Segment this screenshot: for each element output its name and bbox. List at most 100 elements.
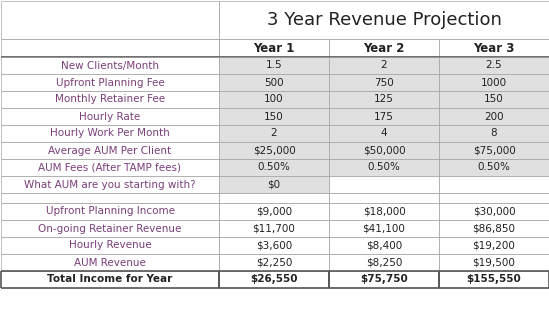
Text: Hourly Revenue: Hourly Revenue (69, 241, 152, 251)
Bar (219, 237, 329, 254)
Bar (1, 142, 219, 159)
Text: $26,550: $26,550 (250, 275, 298, 285)
Bar (1, 159, 219, 176)
Bar (1, 57, 219, 74)
Bar (329, 125, 439, 142)
Bar (1, 220, 219, 237)
Text: 0.50%: 0.50% (257, 163, 290, 173)
Bar (439, 74, 549, 91)
Text: $50,000: $50,000 (363, 145, 405, 155)
Text: $3,600: $3,600 (256, 241, 292, 251)
Text: 0.50%: 0.50% (478, 163, 511, 173)
Text: 1.5: 1.5 (266, 61, 282, 71)
Bar (329, 74, 439, 91)
Text: Total Income for Year: Total Income for Year (47, 275, 172, 285)
Bar (329, 159, 439, 176)
Bar (219, 193, 329, 203)
Bar (329, 220, 439, 237)
Bar (439, 220, 549, 237)
Bar (219, 220, 329, 237)
Text: $30,000: $30,000 (473, 207, 516, 217)
Text: 1000: 1000 (481, 77, 507, 87)
Bar (219, 74, 329, 91)
Bar (219, 1, 549, 39)
Text: What AUM are you starting with?: What AUM are you starting with? (24, 179, 196, 189)
Bar (439, 271, 549, 288)
Bar (439, 176, 549, 193)
Text: $75,750: $75,750 (360, 275, 408, 285)
Bar (329, 91, 439, 108)
Text: 0.50%: 0.50% (368, 163, 400, 173)
Text: $8,250: $8,250 (366, 257, 402, 267)
Bar (439, 193, 549, 203)
Bar (329, 108, 439, 125)
Text: Year 2: Year 2 (363, 41, 405, 55)
Text: 500: 500 (264, 77, 284, 87)
Text: Hourly Rate: Hourly Rate (80, 111, 141, 121)
Text: 750: 750 (374, 77, 394, 87)
Bar (219, 254, 329, 271)
Text: 150: 150 (264, 111, 284, 121)
Bar (439, 57, 549, 74)
Bar (1, 254, 219, 271)
Bar (219, 176, 329, 193)
Text: AUM Fees (After TAMP fees): AUM Fees (After TAMP fees) (38, 163, 182, 173)
Bar (219, 57, 329, 74)
Bar (1, 125, 219, 142)
Text: New Clients/Month: New Clients/Month (61, 61, 159, 71)
Bar (1, 271, 219, 288)
Bar (439, 125, 549, 142)
Bar (329, 57, 439, 74)
Text: Monthly Retainer Fee: Monthly Retainer Fee (55, 95, 165, 105)
Bar (329, 39, 439, 57)
Bar (329, 142, 439, 159)
Bar (439, 159, 549, 176)
Text: $19,200: $19,200 (473, 241, 516, 251)
Text: $19,500: $19,500 (473, 257, 516, 267)
Text: 175: 175 (374, 111, 394, 121)
Text: $8,400: $8,400 (366, 241, 402, 251)
Bar (1, 108, 219, 125)
Bar (439, 108, 549, 125)
Bar (219, 108, 329, 125)
Text: 100: 100 (264, 95, 284, 105)
Bar (219, 159, 329, 176)
Text: $0: $0 (267, 179, 281, 189)
Bar (219, 203, 329, 220)
Text: On-going Retainer Revenue: On-going Retainer Revenue (38, 223, 182, 233)
Bar (219, 91, 329, 108)
Text: $86,850: $86,850 (473, 223, 516, 233)
Text: 2: 2 (271, 129, 277, 139)
Bar (439, 203, 549, 220)
Text: $11,700: $11,700 (253, 223, 295, 233)
Text: 200: 200 (484, 111, 504, 121)
Bar (439, 142, 549, 159)
Text: $75,000: $75,000 (473, 145, 516, 155)
Bar (219, 142, 329, 159)
Bar (219, 125, 329, 142)
Text: $9,000: $9,000 (256, 207, 292, 217)
Bar (439, 39, 549, 57)
Text: AUM Revenue: AUM Revenue (74, 257, 146, 267)
Text: $2,250: $2,250 (256, 257, 292, 267)
Bar (1, 74, 219, 91)
Bar (329, 237, 439, 254)
Text: 3 Year Revenue Projection: 3 Year Revenue Projection (267, 11, 501, 29)
Text: 8: 8 (491, 129, 497, 139)
Bar (219, 271, 329, 288)
Bar (439, 237, 549, 254)
Bar (1, 203, 219, 220)
Text: 2.5: 2.5 (486, 61, 502, 71)
Text: $25,000: $25,000 (253, 145, 295, 155)
Text: 150: 150 (484, 95, 504, 105)
Bar (219, 39, 329, 57)
Text: Average AUM Per Client: Average AUM Per Client (48, 145, 171, 155)
Bar (1, 237, 219, 254)
Text: 4: 4 (380, 129, 387, 139)
Bar (1, 91, 219, 108)
Bar (1, 39, 219, 57)
Bar (439, 91, 549, 108)
Bar (329, 203, 439, 220)
Text: Year 1: Year 1 (253, 41, 295, 55)
Bar (1, 193, 219, 203)
